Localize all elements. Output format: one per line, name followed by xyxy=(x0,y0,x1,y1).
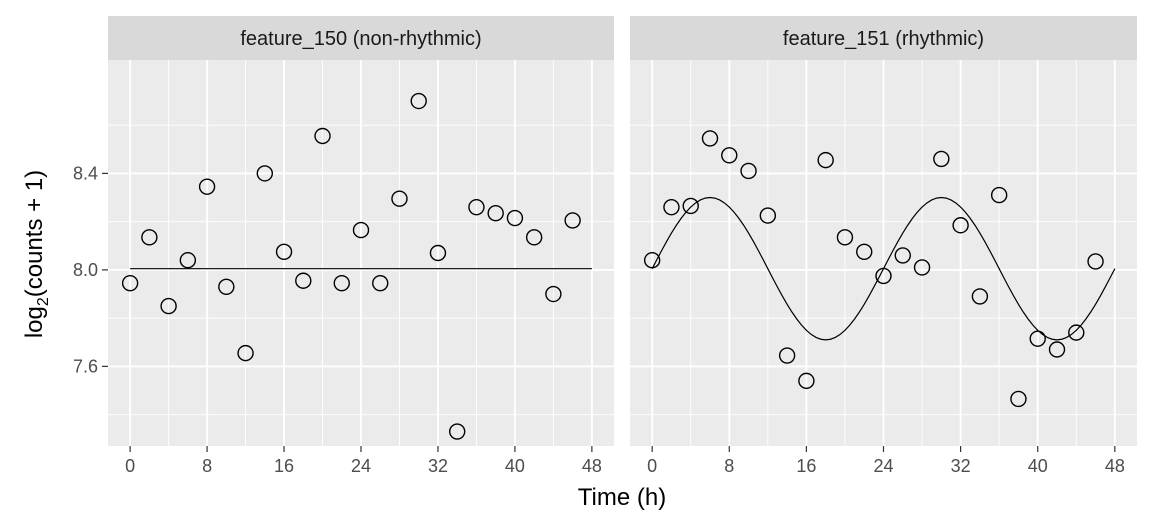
x-tick-label: 24 xyxy=(873,456,893,476)
data-point xyxy=(487,204,504,222)
x-tick-label: 48 xyxy=(1105,456,1125,476)
panel-2: feature_151 (rhythmic) xyxy=(630,16,1137,446)
data-point xyxy=(721,147,738,164)
data-point xyxy=(1068,324,1085,341)
x-tick-label: 16 xyxy=(274,456,294,476)
y-axis-title: log2(counts + 1) xyxy=(21,170,52,338)
data-point xyxy=(990,186,1008,204)
strip-label: feature_150 (non-rhythmic) xyxy=(240,28,481,50)
data-point xyxy=(179,252,197,269)
data-point xyxy=(275,243,293,260)
data-point xyxy=(160,297,177,315)
x-tick-label: 16 xyxy=(796,456,816,476)
y-axis-title-prefix: log xyxy=(21,306,48,338)
data-point xyxy=(913,259,931,276)
y-tick-label: 7.6 xyxy=(73,356,98,376)
data-point xyxy=(448,423,466,440)
data-point xyxy=(429,244,447,262)
x-axis-1: 0 8 16 24 32 40 48 xyxy=(125,446,602,476)
x-tick-label: 40 xyxy=(1028,456,1048,476)
data-point xyxy=(759,207,777,224)
x-axes: 0 8 16 24 32 40 48 0 8 16 24 32 40 48 xyxy=(125,446,1125,476)
x-tick-label: 0 xyxy=(647,456,657,476)
data-point xyxy=(391,190,408,207)
x-tick-label: 8 xyxy=(202,456,212,476)
x-tick-label: 0 xyxy=(125,456,135,476)
data-point xyxy=(352,221,370,239)
data-point xyxy=(372,274,389,292)
y-axis-title-suffix: (counts + 1) xyxy=(21,170,48,297)
data-point xyxy=(971,288,989,305)
data-point xyxy=(836,229,854,246)
data-point xyxy=(875,267,892,285)
data-point xyxy=(218,278,235,295)
x-tick-label: 32 xyxy=(951,456,971,476)
y-axis: 7.6 8.0 8.4 xyxy=(73,163,108,376)
y-tick-label: 8.4 xyxy=(73,163,98,183)
x-tick-label: 40 xyxy=(505,456,525,476)
data-point xyxy=(1048,341,1066,358)
data-point xyxy=(198,178,216,195)
data-point xyxy=(256,165,274,182)
data-point xyxy=(121,274,139,292)
strip-background xyxy=(108,16,614,60)
data-point xyxy=(856,243,873,260)
data-point xyxy=(701,130,719,147)
y-tick-label: 8.0 xyxy=(73,260,98,280)
data-point xyxy=(545,285,562,303)
data-point xyxy=(933,150,950,168)
data-point xyxy=(740,162,757,180)
x-tick-label: 24 xyxy=(351,456,371,476)
data-point xyxy=(525,229,543,246)
data-point xyxy=(333,274,350,292)
y-axis-title-subscript: 2 xyxy=(35,297,52,306)
data-point xyxy=(952,217,969,234)
data-point xyxy=(564,212,581,229)
x-tick-label: 32 xyxy=(428,456,448,476)
data-point xyxy=(141,229,158,246)
data-point xyxy=(1029,330,1046,347)
data-point xyxy=(506,209,524,227)
data-point xyxy=(295,272,312,289)
data-point xyxy=(778,347,796,364)
data-point xyxy=(410,92,427,110)
panel-1: feature_150 (non-rhythmic) xyxy=(108,16,614,446)
strip-background xyxy=(630,16,1137,60)
data-point xyxy=(643,252,661,269)
data-point xyxy=(468,198,485,216)
data-point xyxy=(1087,253,1104,270)
x-axis-title: Time (h) xyxy=(578,484,666,511)
data-point xyxy=(1010,390,1027,408)
data-point xyxy=(894,247,911,264)
data-point xyxy=(237,344,254,362)
x-tick-label: 8 xyxy=(724,456,734,476)
data-point xyxy=(314,127,331,145)
data-point xyxy=(817,151,834,169)
strip-label: feature_151 (rhythmic) xyxy=(783,28,984,50)
data-point xyxy=(682,197,699,215)
data-point xyxy=(663,198,680,216)
panels: feature_150 (non-rhythmic) feature_151 (r… xyxy=(108,16,1137,446)
data-point xyxy=(798,372,815,390)
x-tick-label: 48 xyxy=(582,456,602,476)
x-axis-2: 0 8 16 24 32 40 48 xyxy=(647,446,1125,476)
